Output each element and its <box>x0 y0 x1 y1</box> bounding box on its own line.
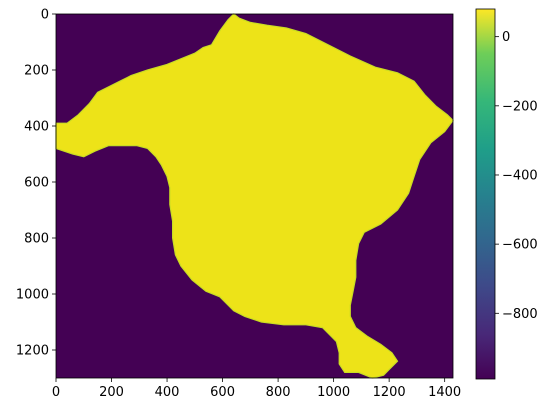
colorbar-ticks: 0 −200 −400 −600 −800 <box>495 30 538 322</box>
x-tick-label: 1200 <box>373 385 406 400</box>
plot-area <box>55 13 454 379</box>
colorbar-tick-label: −800 <box>502 307 538 322</box>
y-tick-label: 600 <box>24 176 49 191</box>
x-tick-label: 600 <box>210 385 235 400</box>
colorbar-tick-label: −400 <box>502 168 538 183</box>
y-tick-label: 800 <box>24 232 49 247</box>
y-tick-label: 0 <box>41 8 49 23</box>
y-tick-label: 1000 <box>16 288 49 303</box>
colorbar-tick-label: −600 <box>502 238 538 253</box>
y-axis: 0 200 400 600 800 1000 1200 <box>16 8 56 359</box>
colorbar-tick-label: 0 <box>502 30 510 45</box>
y-tick-label: 1200 <box>16 344 49 359</box>
y-tick-label: 400 <box>24 120 49 135</box>
heatmap-region <box>55 13 454 379</box>
x-tick-label: 400 <box>155 385 180 400</box>
colorbar: 0 −200 −400 −600 −800 <box>475 8 538 380</box>
x-tick-label: 200 <box>99 385 124 400</box>
x-tick-label: 1400 <box>428 385 461 400</box>
x-tick-label: 1000 <box>317 385 350 400</box>
x-axis: 0 200 400 600 800 1000 1200 1400 <box>52 378 461 400</box>
x-tick-label: 800 <box>266 385 291 400</box>
plot-frame <box>55 13 454 379</box>
colorbar-tick-label: −200 <box>502 99 538 114</box>
y-tick-label: 200 <box>24 64 49 79</box>
x-tick-label: 0 <box>52 385 60 400</box>
colorbar-gradient <box>475 8 496 380</box>
